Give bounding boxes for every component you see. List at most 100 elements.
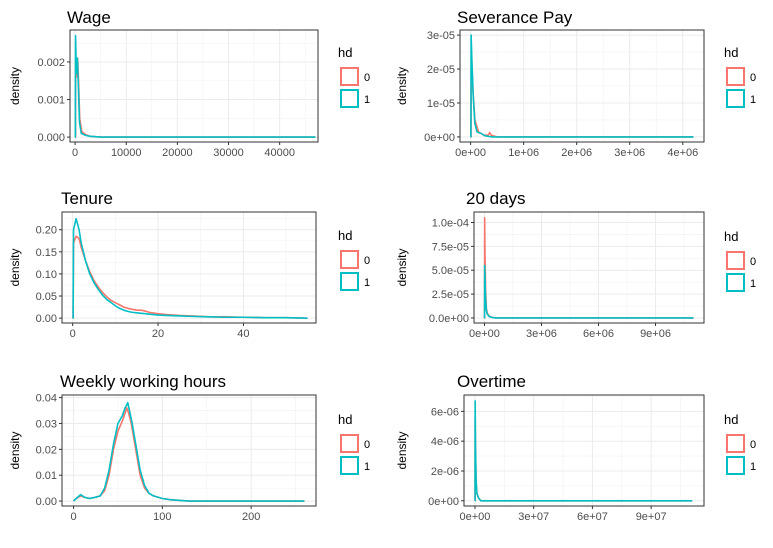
y-axis-label: density [395, 248, 409, 286]
chart-title: Tenure [61, 189, 113, 208]
facet-panel: 0 10000 20000 30000 40000 0.000 0.001 0.002 Wage… [8, 8, 370, 159]
x-tick-label: 0 [70, 511, 76, 523]
legend-title: hd [724, 412, 738, 427]
legend: hd 0 1 [338, 412, 370, 475]
legend-key-hd-1 [340, 89, 359, 108]
legend-label: 1 [364, 277, 370, 289]
x-tick-label: 0 [70, 328, 76, 340]
x-tick-label: 0e+00 [469, 328, 500, 340]
legend: hd 0 1 [724, 229, 756, 292]
legend: hd 0 1 [724, 45, 756, 108]
y-tick-label: 0.15 [36, 247, 57, 259]
legend-title: hd [724, 229, 738, 244]
y-tick-label: 0.002 [37, 57, 65, 69]
y-tick-label: 0.20 [36, 225, 57, 237]
x-tick-label: 30000 [213, 147, 244, 159]
facet-panel: 0 20 40 0.00 0.05 0.10 0.15 0.20 Tenure density hd… [8, 189, 370, 340]
panel-border [473, 211, 705, 324]
y-axis-label: density [8, 67, 22, 105]
legend-key-hd-1 [726, 89, 745, 108]
x-tick-label: 9e+06 [640, 328, 671, 340]
x-tick-label: 6e+07 [577, 511, 608, 523]
y-axis-label: density [8, 431, 22, 469]
x-tick-label: 40 [237, 328, 249, 340]
x-tick-label: 200 [242, 511, 260, 523]
x-tick-label: 3e+07 [518, 511, 549, 523]
x-tick-label: 4e+06 [667, 147, 698, 159]
chart-title: Wage [67, 8, 111, 27]
legend-title: hd [338, 228, 352, 243]
legend-label: 0 [364, 255, 370, 267]
chart-title: Severance Pay [457, 8, 573, 27]
legend-label: 0 [364, 72, 370, 84]
density-line-hd-1 [474, 400, 693, 502]
legend-key-hd-0 [340, 67, 359, 86]
y-tick-label: 2e-05 [427, 64, 455, 76]
y-tick-label: 0.05 [36, 291, 57, 303]
panel-border [69, 29, 319, 143]
chart-title: Overtime [457, 372, 526, 391]
legend-label: 1 [364, 461, 370, 473]
legend-key-hd-0 [726, 67, 745, 86]
x-tick-label: 20000 [162, 147, 193, 159]
y-tick-label: 4e-06 [431, 436, 459, 448]
chart-title: Weekly working hours [60, 372, 226, 391]
x-tick-label: 40000 [264, 147, 295, 159]
y-tick-label: 2.5e-05 [432, 289, 469, 301]
legend-key-hd-0 [726, 434, 745, 453]
facet-panel: 0e+00 1e+06 2e+06 3e+06 4e+06 0e+00 1e-05 2e-05… [395, 8, 756, 159]
x-tick-label: 10000 [111, 147, 142, 159]
x-tick-label: 0e+00 [455, 147, 486, 159]
legend-label: 0 [364, 439, 370, 451]
y-tick-label: 3e-05 [427, 30, 455, 42]
density-line-hd-1 [72, 401, 305, 502]
y-tick-label: 0e+00 [424, 132, 455, 144]
y-tick-label: 0e+00 [428, 496, 459, 508]
plot-area [62, 212, 316, 323]
x-tick-label: 100 [153, 511, 171, 523]
legend-key-hd-0 [340, 250, 359, 269]
x-tick-label: 0e+00 [460, 511, 491, 523]
legend-label: 1 [750, 278, 756, 290]
y-tick-label: 5.0e-05 [432, 265, 469, 277]
x-tick-label: 3e+06 [526, 328, 557, 340]
y-tick-label: 0.02 [36, 444, 57, 456]
panel-border [61, 211, 317, 324]
density-line-hd-1 [470, 34, 694, 138]
legend-label: 1 [750, 94, 756, 106]
density-line-hd-1 [74, 34, 316, 138]
y-tick-label: 1.0e-04 [432, 217, 469, 229]
legend-label: 0 [750, 439, 756, 451]
legend-label: 1 [364, 94, 370, 106]
legend: hd 0 1 [724, 412, 756, 475]
y-axis-label: density [395, 67, 409, 105]
legend-key-hd-1 [340, 456, 359, 475]
y-axis-label: density [395, 431, 409, 469]
chart-title: 20 days [466, 189, 526, 208]
legend-title: hd [338, 412, 352, 427]
facet-panel: 0e+00 3e+07 6e+07 9e+07 0e+00 2e-06 4e-06 6e-06… [395, 372, 756, 523]
legend-key-hd-1 [726, 456, 745, 475]
y-tick-label: 0.0e+00 [429, 313, 469, 325]
plot-area [62, 395, 316, 506]
x-tick-label: 0 [72, 147, 78, 159]
legend-key-hd-1 [726, 273, 745, 292]
y-tick-label: 1e-05 [427, 98, 455, 110]
y-tick-label: 0.03 [36, 418, 57, 430]
y-tick-label: 2e-06 [431, 466, 459, 478]
panel-border [61, 394, 317, 507]
y-tick-label: 0.01 [36, 470, 57, 482]
y-tick-label: 0.10 [36, 269, 57, 281]
x-tick-label: 20 [152, 328, 164, 340]
y-tick-label: 0.00 [36, 496, 57, 508]
x-tick-label: 2e+06 [561, 147, 592, 159]
y-tick-label: 0.000 [37, 132, 65, 144]
x-tick-label: 3e+06 [614, 147, 645, 159]
y-tick-label: 0.00 [36, 313, 57, 325]
legend: hd 0 1 [338, 228, 370, 291]
x-tick-label: 6e+06 [583, 328, 614, 340]
legend-label: 0 [750, 72, 756, 84]
y-tick-label: 0.001 [37, 95, 65, 107]
facet-panel: 0e+00 3e+06 6e+06 9e+06 0.0e+00 2.5e-05 5.0e-0… [395, 189, 756, 340]
